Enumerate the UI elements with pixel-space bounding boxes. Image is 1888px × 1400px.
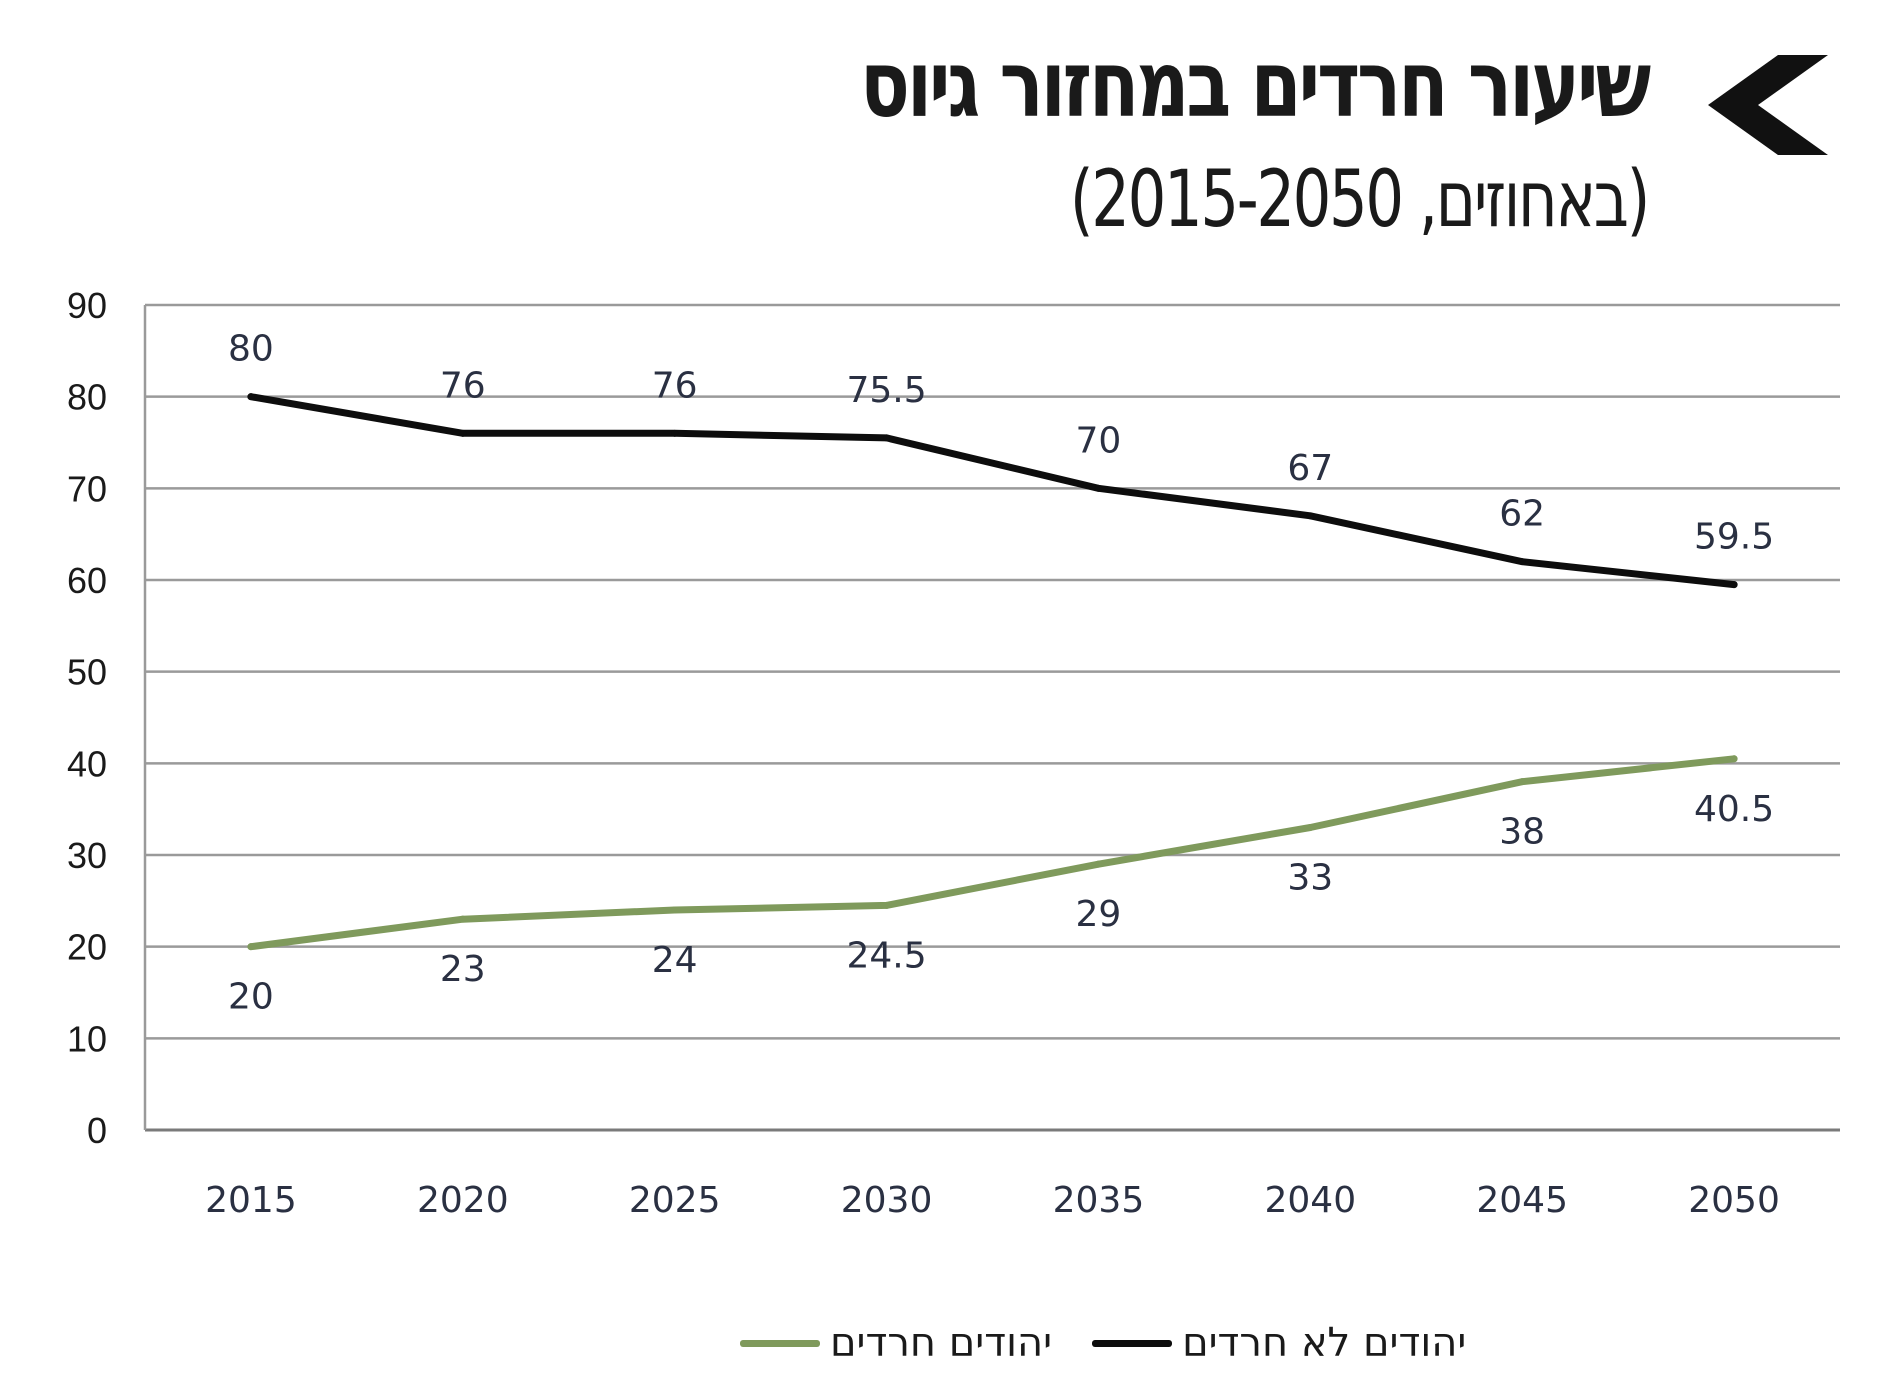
- series-lines: [247, 393, 1738, 951]
- data-point-1-0: [247, 943, 255, 951]
- legend-label-haredi: יהודים חרדים: [830, 1320, 1053, 1366]
- chevron-left-icon[interactable]: [1708, 55, 1828, 155]
- y-tick-60: 60: [67, 560, 107, 601]
- series-line-1: [247, 755, 1738, 951]
- data-label-0-6: 62: [1499, 494, 1545, 535]
- data-point-1-1: [459, 915, 467, 923]
- data-label-0-3: 75.5: [846, 370, 926, 411]
- data-label-1-0: 20: [228, 977, 274, 1018]
- x-tick-2025: 2025: [629, 1180, 721, 1221]
- data-label-1-2: 24: [652, 940, 698, 981]
- x-tick-2020: 2020: [417, 1180, 509, 1221]
- legend-swatch-non-haredi: [1092, 1339, 1173, 1347]
- data-point-1-3: [883, 901, 891, 909]
- data-label-0-1: 76: [440, 365, 486, 406]
- data-point-1-5: [1306, 824, 1314, 831]
- data-label-1-6: 38: [1499, 812, 1545, 853]
- data-point-1-4: [1094, 860, 1102, 868]
- data-label-0-7: 59.5: [1694, 517, 1774, 558]
- data-label-0-4: 70: [1076, 420, 1122, 461]
- data-label-0-5: 67: [1287, 448, 1333, 489]
- x-tick-2030: 2030: [841, 1180, 933, 1221]
- x-tick-2040: 2040: [1265, 1180, 1357, 1221]
- x-tick-2045: 2045: [1476, 1180, 1568, 1221]
- legend-swatch-haredi: [740, 1339, 820, 1347]
- x-tick-2015: 2015: [205, 1180, 297, 1221]
- series-line-0: [247, 393, 1738, 589]
- y-tick-0: 0: [87, 1110, 107, 1151]
- data-point-0-4: [1094, 484, 1102, 492]
- data-labels: 80 76 76 75.5 70 67 62 59.5 20 23 24 24.5 29 33 38 40.5: [228, 329, 1774, 1018]
- y-tick-20: 20: [67, 927, 107, 968]
- y-tick-80: 80: [67, 377, 107, 418]
- y-tick-40: 40: [67, 743, 107, 784]
- data-label-0-0: 80: [228, 329, 274, 370]
- data-label-1-3: 24.5: [846, 935, 926, 976]
- x-tick-2050: 2050: [1688, 1180, 1780, 1221]
- legend-item-non-haredi: יהודים לא חרדים: [1092, 1320, 1466, 1366]
- data-point-0-2: [671, 429, 679, 437]
- data-point-0-3: [883, 434, 891, 442]
- y-tick-90: 90: [67, 285, 107, 326]
- title-block: שיעור חרדים במחזור גיוס (באחוזים, 2015-2…: [663, 30, 1651, 250]
- legend-label-non-haredi: יהודים לא חרדים: [1182, 1320, 1467, 1366]
- data-label-1-1: 23: [440, 949, 486, 990]
- x-axis-ticks: 2015 2020 2025 2030 2035 2040 2045 2050: [205, 1180, 1780, 1221]
- chart-subtitle: (באחוזים, 2015-2050): [1069, 155, 1651, 245]
- legend: יהודים לא חרדים יהודים חרדים: [740, 1320, 1466, 1366]
- gridlines: [143, 303, 1840, 1132]
- y-axis-ticks: 0 10 20 30 40 50 60 70 80 90: [67, 285, 107, 1151]
- legend-item-haredi: יהודים חרדים: [740, 1320, 1052, 1366]
- data-label-1-4: 29: [1076, 894, 1122, 935]
- y-tick-10: 10: [67, 1018, 107, 1059]
- data-point-0-7: [1730, 581, 1738, 589]
- y-tick-50: 50: [67, 652, 107, 693]
- y-tick-30: 30: [67, 835, 107, 876]
- x-tick-2035: 2035: [1053, 1180, 1145, 1221]
- data-point-0-5: [1306, 512, 1314, 520]
- chart-title: שיעור חרדים במחזור גיוס: [859, 31, 1651, 138]
- data-label-1-5: 33: [1287, 858, 1333, 899]
- data-label-0-2: 76: [652, 365, 698, 406]
- data-point-1-2: [671, 906, 679, 914]
- data-label-1-7: 40.5: [1694, 789, 1774, 830]
- y-tick-70: 70: [67, 468, 107, 509]
- data-point-1-7: [1730, 755, 1738, 763]
- data-point-0-6: [1518, 558, 1526, 566]
- data-point-1-6: [1518, 778, 1526, 786]
- data-point-0-0: [247, 393, 255, 401]
- data-point-0-1: [459, 429, 467, 437]
